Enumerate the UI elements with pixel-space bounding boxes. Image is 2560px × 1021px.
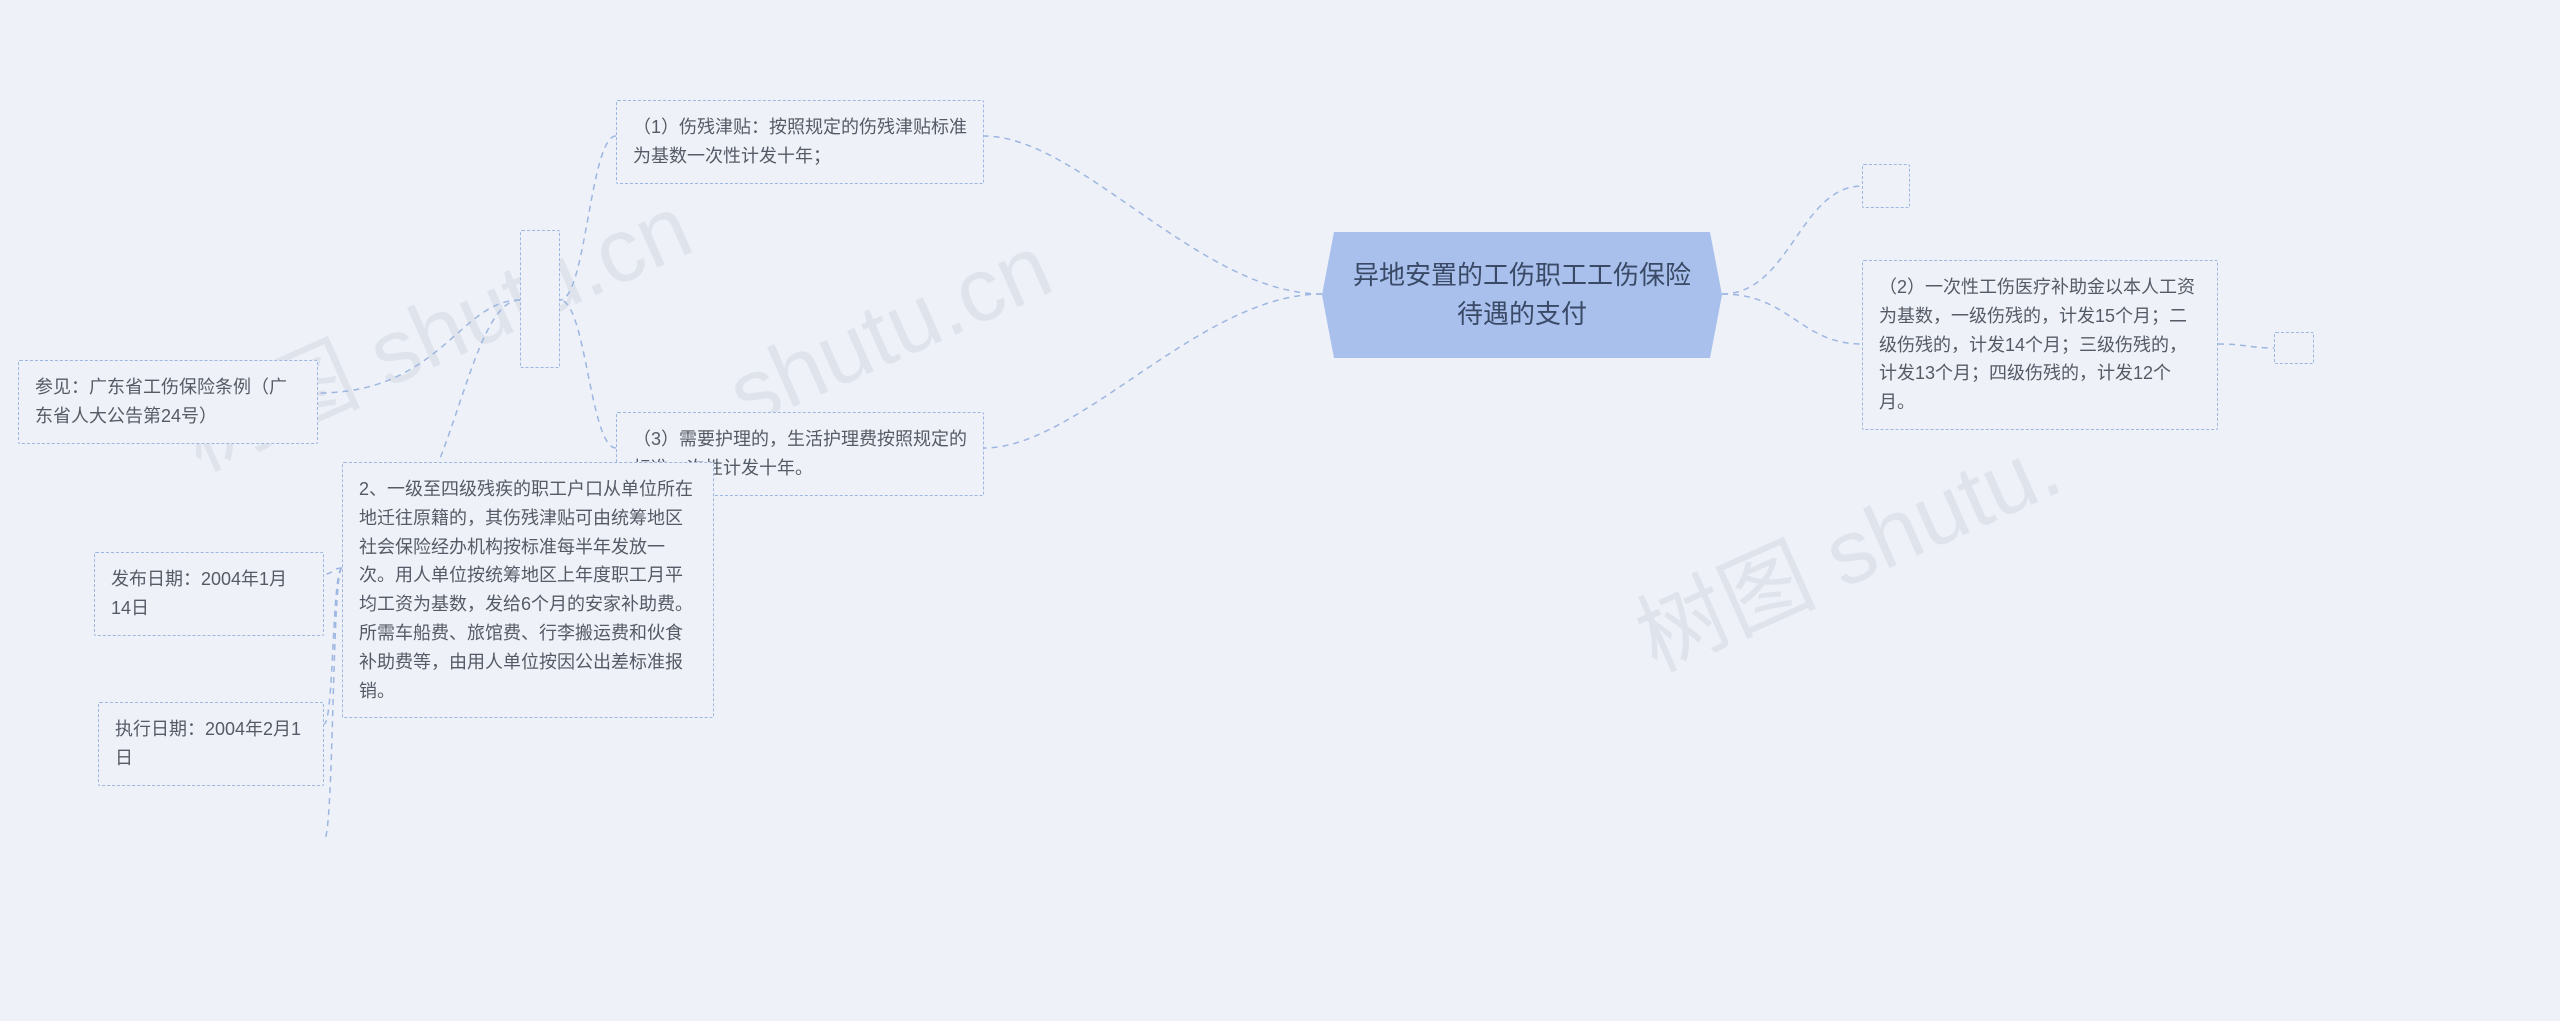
watermark-3: 树图 shutu. xyxy=(1613,394,2077,696)
node-relocation-block: 2、一级至四级残疾的职工户口从单位所在地迁往原籍的，其伤残津贴可由统筹地区社会保… xyxy=(342,462,714,718)
node-medical-subsidy: （2）一次性工伤医疗补助金以本人工资为基数，一级伤残的，计发15个月；二级伤残的… xyxy=(1862,260,2218,430)
node-publish-date: 发布日期：2004年1月14日 xyxy=(94,552,324,636)
node-reference: 参见：广东省工伤保险条例（广东省人大公告第24号） xyxy=(18,360,318,444)
node-left-empty xyxy=(520,230,560,368)
node-right-empty-right xyxy=(2274,332,2314,364)
node-right-empty-top xyxy=(1862,164,1910,208)
center-node: 异地安置的工伤职工工伤保险待遇的支付 xyxy=(1322,232,1722,358)
node-disability-allowance: （1）伤残津贴：按照规定的伤残津贴标准为基数一次性计发十年； xyxy=(616,100,984,184)
node-effective-date: 执行日期：2004年2月1日 xyxy=(98,702,324,786)
